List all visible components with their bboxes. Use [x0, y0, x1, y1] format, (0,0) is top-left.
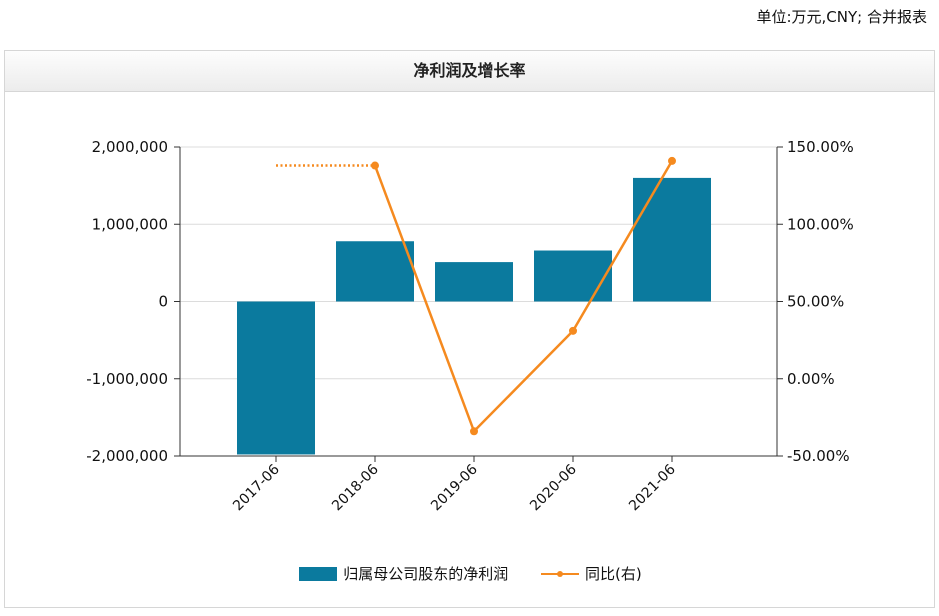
bar: [534, 250, 612, 302]
yoy-point: [569, 326, 577, 335]
legend: 归属母公司股东的净利润 同比(右): [5, 563, 936, 585]
net-profit-chart: 2,000,000 1,000,000 0 -1,000,000 -2,000,000 1…: [86, 138, 854, 514]
y-left-tick-label: -1,000,000: [86, 370, 168, 388]
y-right-tick-label: 0.00%: [787, 370, 835, 388]
bar: [336, 241, 414, 302]
y-right-tick-label: 50.00%: [787, 293, 844, 311]
y-right-tick-label: 100.00%: [787, 215, 854, 233]
x-tick-label: 2021-06: [626, 461, 679, 514]
legend-item-yoy[interactable]: 同比(右): [541, 563, 642, 584]
x-tick-label: 2018-06: [329, 461, 382, 514]
yoy-line: [373, 160, 674, 434]
y-left-tick-label: 2,000,000: [92, 138, 168, 156]
bar: [237, 301, 315, 455]
chart-panel: 净利润及增长率 2,000,000 1,000,000 0 -1,000,000 -2,…: [4, 50, 935, 608]
y-left-tick-label: 1,000,000: [92, 215, 168, 233]
y-right-tick-label: 150.00%: [787, 138, 854, 156]
y-right-tick-label: -50.00%: [787, 447, 850, 465]
bar: [633, 177, 711, 302]
legend-label-net-profit: 归属母公司股东的净利润: [343, 565, 509, 583]
yoy-point: [668, 156, 676, 165]
yoy-point: [371, 161, 379, 170]
legend-swatch-line: [541, 567, 580, 581]
y-left-tick-label: -2,000,000: [86, 447, 168, 465]
y-left-tick-label: 0: [158, 293, 168, 311]
chart-title: 净利润及增长率: [5, 51, 934, 92]
legend-swatch-bar: [299, 566, 338, 581]
x-tick-label: 2020-06: [527, 461, 580, 514]
unit-note: 单位:万元,CNY; 合并报表: [756, 8, 927, 26]
x-tick-label: 2019-06: [428, 461, 481, 514]
legend-item-net-profit[interactable]: 归属母公司股东的净利润: [299, 563, 508, 584]
legend-label-yoy: 同比(右): [585, 565, 642, 583]
x-tick-label: 2017-06: [230, 461, 283, 514]
bar: [435, 262, 513, 302]
yoy-point: [470, 427, 478, 436]
